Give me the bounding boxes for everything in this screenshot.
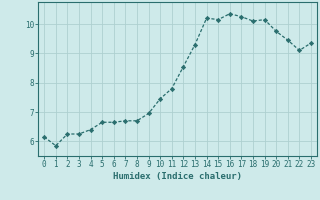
X-axis label: Humidex (Indice chaleur): Humidex (Indice chaleur)	[113, 172, 242, 181]
